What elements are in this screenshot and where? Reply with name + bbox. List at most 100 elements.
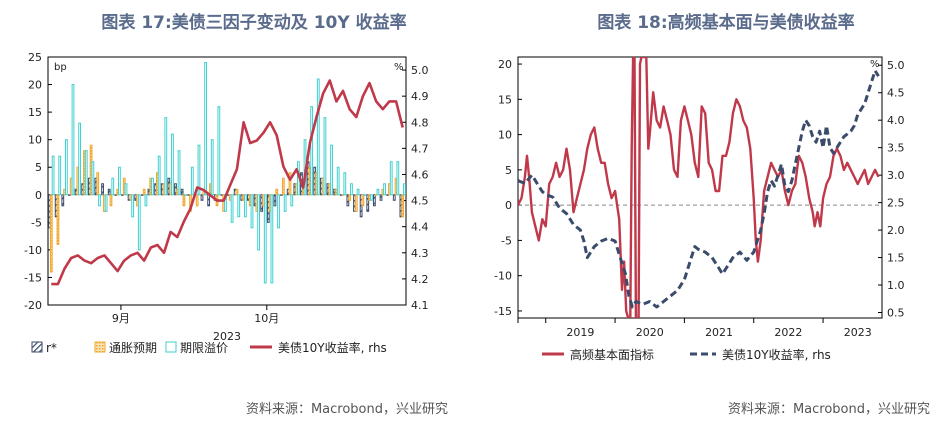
chart1-y2tick-label: 4.5 [411,195,429,208]
chart1-bar-0 [372,194,376,207]
chart1-ytick-label: -15 [24,271,42,284]
chart2-ytick-label: 5 [505,164,512,177]
chart1-bar-2 [369,194,373,201]
chart1-legend-label: r* [46,341,57,355]
chart1-bar-2 [190,166,194,196]
chart1-ytick-label: -5 [31,216,42,229]
chart1-bar-2 [243,194,247,218]
chart2-y2tick-label: 0.5 [887,307,905,320]
chart1-bar-2 [118,166,121,196]
chart2-ytick-label: -15 [494,305,512,318]
chart1-bar-2 [104,194,108,212]
chart2-yield-line [518,69,880,309]
chart1-bar-2 [363,194,367,196]
chart2-ytick-label: 0 [505,199,512,212]
chart2-y2tick-label: 4.0 [887,114,905,127]
chart1-frame [47,56,407,306]
chart1-bar-2 [184,194,188,196]
chart1-bar-0 [180,188,184,196]
chart1-legend-label: 通胀预期 [109,341,157,355]
chart1-bar-2 [343,172,347,196]
chart1-bar-2 [137,194,141,251]
chart1-bar-2 [144,194,148,207]
chart1-ytick-label: 10 [28,134,42,147]
chart1-bar-2 [51,155,55,196]
chart1-bar-2 [111,177,115,196]
chart1-y2tick-label: 4.4 [411,221,429,234]
chart1-bar-1 [96,172,100,196]
chart2-ytick-label: 20 [498,58,512,71]
chart2-y2tick-label: 1.0 [887,279,905,292]
chart1-bar-2 [310,106,314,196]
chart1-bar-2 [124,183,128,196]
chart1-ytick-label: 0 [35,189,42,202]
chart1-bar-1 [142,188,146,196]
chart1-bar-2 [164,117,168,196]
chart1-bar-2 [270,194,274,284]
chart1-y2tick-label: 4.9 [411,90,429,103]
chart1-bar-2 [290,194,294,207]
chart1-bar-2 [383,183,386,196]
chart1-ytick-label: -10 [24,244,42,257]
chart1-year-label: 2023 [213,330,241,343]
chart1-bar-2 [250,194,254,229]
chart1-bar-2 [263,194,267,284]
chart1-bar-1 [275,188,279,196]
chart1-y2tick-label: 4.8 [411,116,429,129]
chart1-legend-swatch [31,341,43,353]
chart2-xtick-label: 2023 [844,326,872,339]
chart1-bar-1 [361,194,365,207]
chart1-bar-0 [61,194,65,207]
chart1-bar-1 [109,194,113,207]
chart2-y2tick-label: 3.5 [887,142,905,155]
chart1-bar-2 [91,161,95,196]
chart1-bar-2 [177,150,181,196]
chart2-y2tick-label: 5.0 [887,59,905,72]
chart1-bar-0 [107,188,111,196]
chart2-fundamentals-line [518,57,880,318]
chart1-bar-2 [171,133,174,196]
chart1-bar-2 [323,117,327,196]
chart1-y2tick-label: 4.7 [411,142,429,155]
chart1-bar-1 [49,194,53,273]
chart2-y2tick-label: 1.5 [887,252,905,265]
chart1-bar-1 [182,194,186,207]
chart1-title: 图表 17:美债三因子变动及 10Y 收益率 [101,12,406,33]
chart1-yield-line [51,79,404,286]
chart1-bar-1 [348,194,352,201]
chart1-bar-2 [396,161,400,196]
chart1-legend: r* 通胀预期 期限溢价 美债10Y收益率, rhs [31,340,387,355]
chart1-bar-2 [131,194,135,218]
chart1-ytick-label: 25 [28,51,42,64]
chart1-bar-2 [403,183,406,196]
chart1-ytick-label: 20 [28,79,42,92]
chart-fundamentals-yield: 图表 18:高频基本面与美债收益率 -15 -10 -5 0 5 10 15 20 0.5 1.0… [494,12,930,417]
chart1-bar-2 [78,122,82,196]
chart2-ytick-label: -10 [494,270,512,283]
chart1-bar-2 [204,62,207,196]
chart1-bar-2 [230,194,234,223]
chart1-bar-2 [64,139,68,196]
chart1-bar-2 [84,150,88,196]
chart1-bar-0 [200,194,204,201]
chart2-title: 图表 18:高频基本面与美债收益率 [597,12,854,33]
chart1-bar-1 [354,194,358,212]
chart1-y2-unit: % [394,62,404,73]
chart-three-factor: 图表 17:美债三因子变动及 10Y 收益率 -20 -15 -10 -5 0 5 10 15… [24,12,448,417]
chart1-bar-2 [237,194,241,218]
chart2-legend: 高频基本面指标 美债10Y收益率, rhs [542,347,831,362]
chart2-xtick-label: 2021 [705,326,733,339]
chart2-ytick-label: 15 [498,93,512,106]
chart1-bar-2 [277,194,280,229]
chart2-y2tick-label: 4.5 [887,87,905,100]
chart2-y2tick-label: 3.0 [887,169,905,182]
chart1-legend-swatch [94,341,106,353]
chart1-bar-2 [257,194,261,251]
chart1-bar-2 [210,139,214,196]
chart1-y2tick-label: 4.1 [411,299,429,312]
chart1-bar-0 [101,183,104,196]
chart1-bar-2 [283,194,287,212]
chart2-legend-label: 美债10Y收益率, rhs [722,347,831,362]
chart1-y2tick-label: 4.3 [411,247,429,260]
